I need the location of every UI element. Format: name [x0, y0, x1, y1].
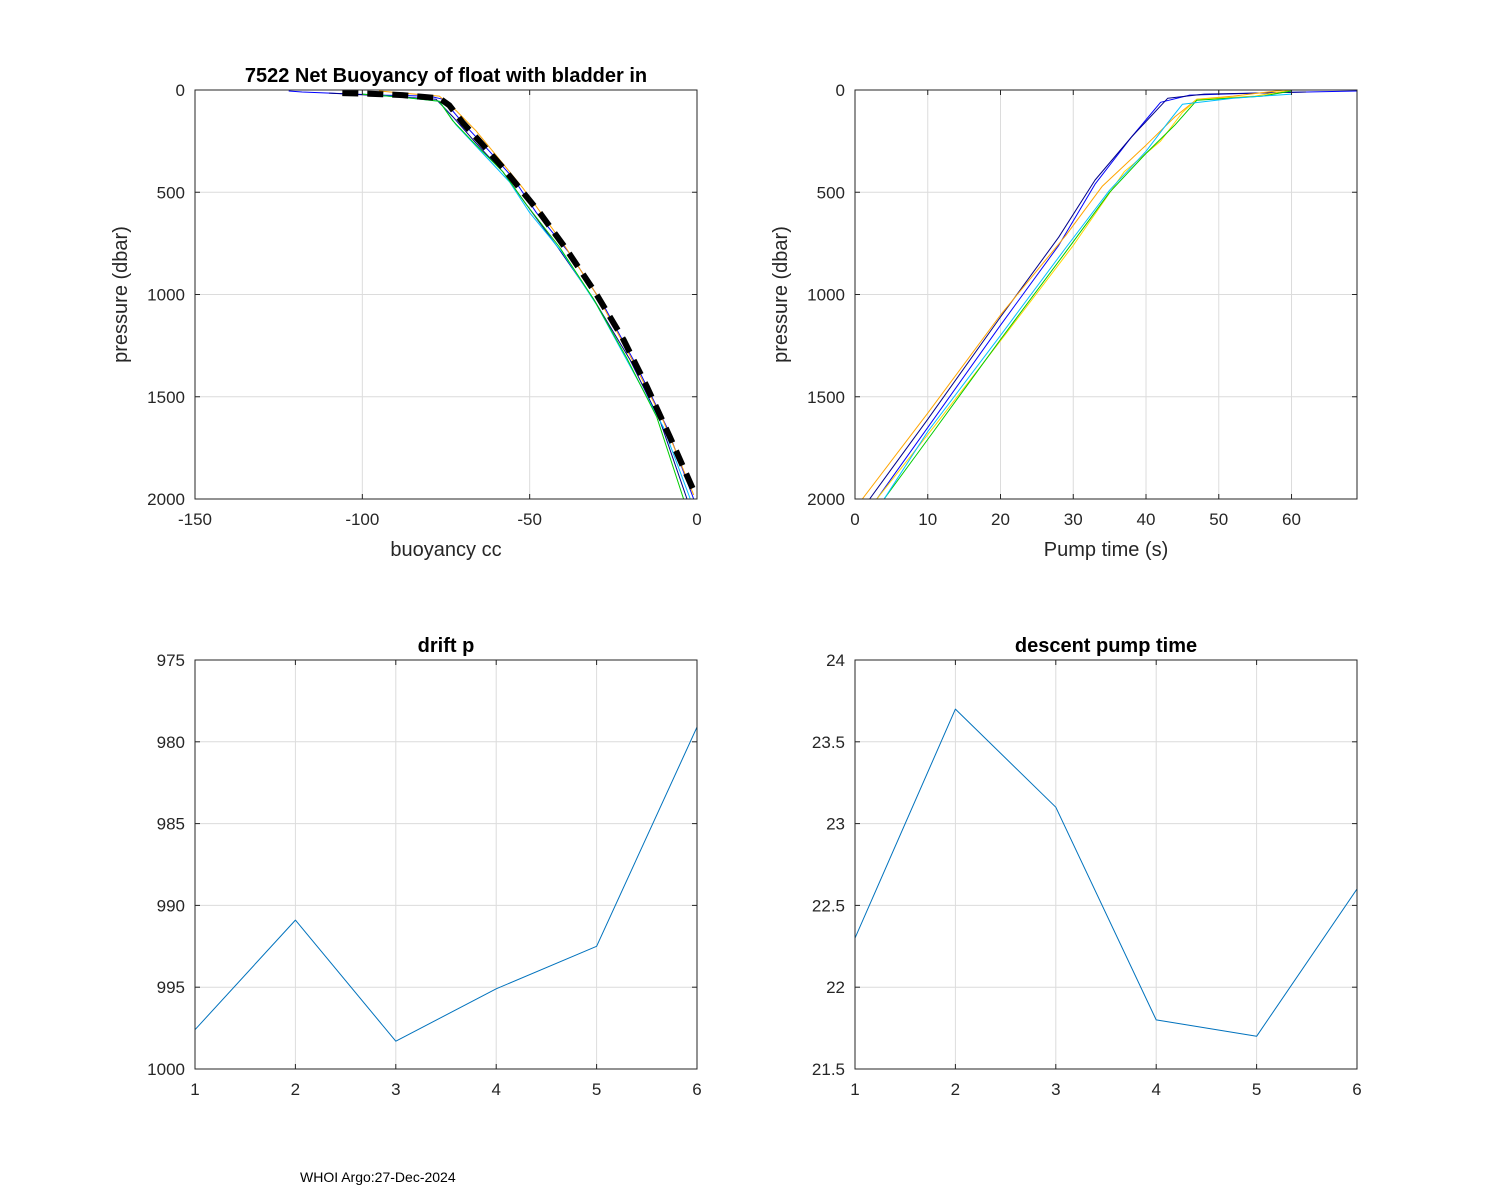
- drift-series-line-0: [195, 726, 697, 1042]
- drift-xtick-label-0: 1: [190, 1080, 199, 1099]
- pump-xtick-label-1: 10: [918, 510, 937, 529]
- buoyancy-ytick-label-0: 0: [176, 81, 185, 100]
- descent-plot-area: [855, 660, 1357, 1069]
- drift-axes-box: [194, 659, 698, 1070]
- drift-xtick-label-1: 2: [291, 1080, 300, 1099]
- buoyancy-xtick-label-0: -150: [178, 510, 212, 529]
- descent-xtick-label-1: 2: [951, 1080, 960, 1099]
- descent-xtick-label-4: 5: [1252, 1080, 1261, 1099]
- descent-ytick-label-5: 24: [826, 651, 845, 670]
- drift-ytick-label-1: 980: [157, 733, 185, 752]
- pump-ytick-label-2: 1000: [807, 286, 845, 305]
- descent-ytick-label-4: 23.5: [812, 733, 845, 752]
- pump-y-axis-label: pressure (dbar): [770, 226, 792, 363]
- descent-xtick-label-0: 1: [850, 1080, 859, 1099]
- buoyancy-chart-title: 7522 Net Buoyancy of float with bladder …: [245, 65, 647, 87]
- buoyancy-x-axis-label: buoyancy cc: [390, 539, 501, 561]
- descent-series-group: [855, 708, 1357, 1037]
- drift-xtick-label-3: 4: [491, 1080, 500, 1099]
- pump-xtick-label-6: 60: [1282, 510, 1301, 529]
- drift-ytick-label-5: 1000: [147, 1060, 185, 1079]
- descent-ytick-label-1: 22: [826, 978, 845, 997]
- pump-series-line-3: [876, 90, 1292, 499]
- pump-xtick-label-4: 40: [1137, 510, 1156, 529]
- pump-panel: 0 10 20 30 40 50 60 0 500 1000 1500 2000 Pump time (…: [770, 81, 1358, 561]
- buoyancy-panel: -150 -100 -50 0 0 500 1000 1500 2000 buoyancy cc p…: [110, 65, 702, 561]
- pump-series-line-2: [861, 90, 1285, 499]
- descent-axes-box: [854, 659, 1358, 1070]
- pump-series-line-1: [869, 91, 1307, 499]
- buoyancy-ytick-label-4: 2000: [147, 490, 185, 509]
- pump-xtick-label-2: 20: [991, 510, 1010, 529]
- descent-ytick-label-0: 21.5: [812, 1060, 845, 1079]
- drift-xtick-label-5: 6: [692, 1080, 701, 1099]
- drift-ytick-label-4: 995: [157, 978, 185, 997]
- drift-chart-title: drift p: [418, 635, 475, 657]
- drift-panel: 1 2 3 4 5 6 975 980 985 990 995 1000 drift p: [147, 635, 702, 1099]
- buoyancy-ytick-label-3: 1500: [147, 388, 185, 407]
- pump-xtick-label-5: 50: [1209, 510, 1228, 529]
- pump-x-axis-label: Pump time (s): [1044, 539, 1168, 561]
- pump-ytick-label-1: 500: [817, 183, 845, 202]
- descent-xtick-label-3: 4: [1151, 1080, 1160, 1099]
- buoyancy-ytick-label-2: 1000: [147, 286, 185, 305]
- drift-ytick-label-0: 975: [157, 651, 185, 670]
- buoyancy-series-line-5: [342, 90, 697, 493]
- drift-xtick-label-4: 5: [592, 1080, 601, 1099]
- pump-xtick-label-3: 30: [1064, 510, 1083, 529]
- descent-xtick-label-2: 3: [1051, 1080, 1060, 1099]
- buoyancy-ytick-label-1: 500: [157, 183, 185, 202]
- descent-ytick-label-3: 23: [826, 815, 845, 834]
- descent-series-line-0: [855, 708, 1357, 1037]
- pump-ytick-label-0: 0: [836, 81, 845, 100]
- pump-series-group: [861, 90, 1357, 499]
- pump-xtick-label-0: 0: [850, 510, 859, 529]
- buoyancy-series-line-3: [362, 93, 685, 499]
- buoyancy-series-group: [288, 90, 697, 499]
- pump-ytick-label-4: 2000: [807, 490, 845, 509]
- footer-credit: WHOI Argo:27-Dec-2024: [300, 1169, 456, 1185]
- buoyancy-xtick-label-1: -100: [345, 510, 379, 529]
- drift-plot-area: [195, 660, 697, 1069]
- drift-xtick-label-2: 3: [391, 1080, 400, 1099]
- buoyancy-y-axis-label: pressure (dbar): [110, 226, 132, 363]
- pump-series-line-5: [883, 93, 1292, 499]
- drift-series-group: [195, 726, 697, 1042]
- descent-chart-title: descent pump time: [1015, 635, 1197, 657]
- buoyancy-xtick-label-3: 0: [692, 510, 701, 529]
- drift-ytick-label-2: 985: [157, 815, 185, 834]
- buoyancy-xtick-label-2: -50: [517, 510, 542, 529]
- descent-xtick-label-5: 6: [1352, 1080, 1361, 1099]
- descent-ytick-label-2: 22.5: [812, 896, 845, 915]
- drift-ytick-label-3: 990: [157, 896, 185, 915]
- pump-ytick-label-3: 1500: [807, 388, 845, 407]
